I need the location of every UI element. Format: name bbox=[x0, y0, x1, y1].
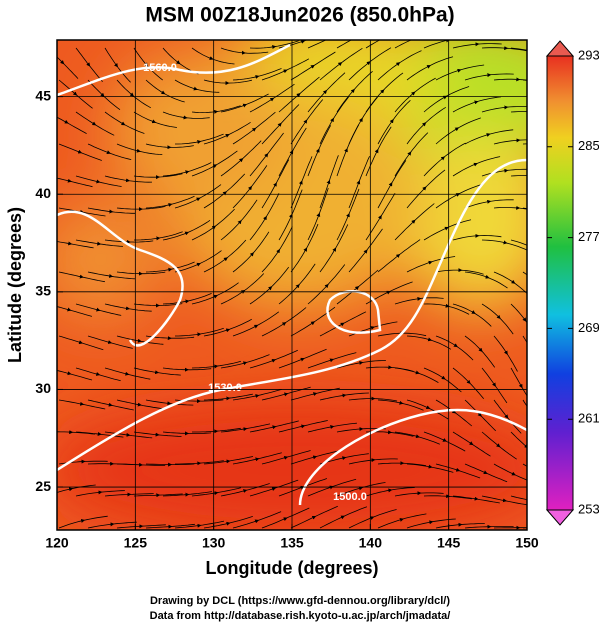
x-tick-label: 125 bbox=[124, 535, 148, 551]
field-shading bbox=[40, 10, 599, 540]
colorbar-tick-label: 293 bbox=[578, 47, 599, 62]
chart-title: MSM 00Z18Jun2026 (850.0hPa) bbox=[145, 4, 454, 27]
colorbar-tick-label: 269 bbox=[578, 320, 599, 335]
y-tick-label: 30 bbox=[35, 380, 51, 396]
y-axis-label: Latitude (degrees) bbox=[5, 207, 25, 363]
streamline bbox=[574, 215, 596, 223]
x-tick-label: 150 bbox=[515, 535, 539, 551]
y-tick-label: 40 bbox=[35, 185, 51, 201]
x-tick-label: 135 bbox=[280, 535, 304, 551]
colorbar-tick-label: 285 bbox=[578, 138, 599, 153]
streamline bbox=[575, 85, 598, 91]
y-tick-label: 25 bbox=[35, 478, 51, 494]
streamline bbox=[527, 447, 545, 460]
streamline bbox=[519, 140, 543, 141]
x-tick-label: 120 bbox=[45, 535, 69, 551]
streamline bbox=[332, 26, 355, 37]
field bbox=[40, 10, 599, 540]
streamline bbox=[552, 525, 577, 528]
footer-line: Drawing by DCL (https://www.gfd-dennou.o… bbox=[150, 595, 450, 607]
colorbar-tick-label: 277 bbox=[578, 229, 599, 244]
x-tick-label: 140 bbox=[359, 535, 383, 551]
colorbar bbox=[547, 56, 573, 510]
y-tick-label: 45 bbox=[35, 87, 51, 103]
x-tick-label: 145 bbox=[437, 535, 461, 551]
colorbar-extend-bottom bbox=[547, 510, 573, 525]
streamline bbox=[573, 472, 596, 476]
streamline bbox=[389, 25, 413, 35]
streamline bbox=[418, 30, 442, 37]
footer-line: Data from http://database.rish.kyoto-u.a… bbox=[150, 610, 451, 622]
contour-label: 1530.0 bbox=[208, 382, 242, 394]
streamline bbox=[577, 520, 599, 526]
contour-label: 1560.0 bbox=[143, 62, 177, 74]
y-tick-label: 35 bbox=[35, 283, 51, 299]
x-axis-label: Longitude (degrees) bbox=[205, 558, 378, 578]
x-tick-label: 130 bbox=[202, 535, 226, 551]
colorbar-tick-label: 253 bbox=[578, 501, 599, 516]
colorbar-tick-label: 261 bbox=[578, 411, 599, 426]
streamline bbox=[534, 354, 544, 373]
colorbar-extend-top bbox=[547, 41, 573, 56]
contour-label: 1500.0 bbox=[333, 491, 367, 503]
